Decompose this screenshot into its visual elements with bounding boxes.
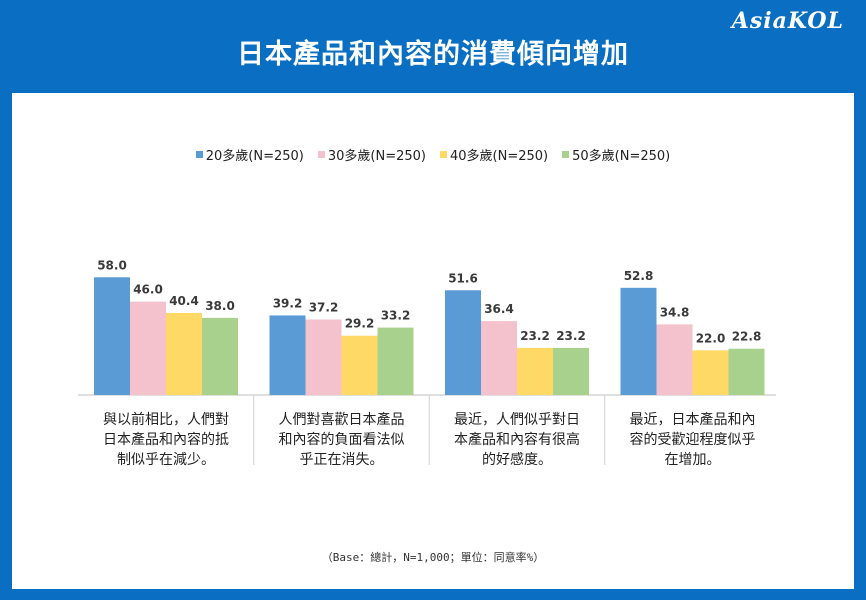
category-label: 和內容的負面看法似 <box>279 431 405 448</box>
bar-1-2 <box>130 301 166 395</box>
category-label: 最近，人們似乎對日 <box>454 412 580 428</box>
bar-2-4 <box>377 327 414 395</box>
data-label: 36.4 <box>484 302 514 316</box>
legend-swatch <box>562 151 570 158</box>
legend-swatch <box>195 151 203 158</box>
legend-label: 20多歲(N=250) <box>205 149 304 164</box>
bar-4-4 <box>728 348 765 395</box>
category-label: 日本產品和內容的抵 <box>103 431 229 448</box>
legend-label: 30多歲(N=250) <box>327 149 426 164</box>
data-label: 52.8 <box>624 269 654 283</box>
legend-item-1: 20多歲(N=250) <box>195 145 304 164</box>
bar-2-3 <box>341 335 378 395</box>
bar-2-1 <box>269 315 306 395</box>
legend-label: 50多歲(N=250) <box>572 149 671 164</box>
legend-item-4: 50多歲(N=250) <box>562 145 670 164</box>
bar-1-4 <box>202 317 238 395</box>
data-label: 39.2 <box>273 296 303 310</box>
legend-item-2: 30多歲(N=250) <box>317 145 426 164</box>
data-label: 40.4 <box>169 294 199 308</box>
data-label: 22.8 <box>732 330 762 344</box>
category-label: 容的受歡迎程度似乎 <box>630 431 756 448</box>
bar-2-2 <box>305 319 342 395</box>
category-label: 人們對喜歡日本產品 <box>279 411 405 428</box>
category-label: 乎正在消失。 <box>300 452 384 468</box>
bar-4-1 <box>620 287 657 395</box>
data-label: 38.0 <box>205 299 235 313</box>
category-label: 在增加。 <box>665 452 721 468</box>
brand-logo: AsiaKOL <box>731 8 844 34</box>
category-label: 本產品和內容有很高 <box>454 431 580 448</box>
footnote: （Base：總計，N=1,000；單位：同意率%） <box>321 551 545 564</box>
data-label: 23.2 <box>520 329 550 343</box>
legend-swatch <box>440 151 447 158</box>
bar-3-3 <box>517 347 553 395</box>
chart-legend: 20多歲(N=250) 30多歲(N=250) 40多歲(N=250) 50多歲(N=… <box>12 145 854 164</box>
data-label: 29.2 <box>345 317 375 331</box>
category-label: 與以前相比，人們對 <box>103 411 229 428</box>
category-label: 制似乎在減少。 <box>117 451 215 468</box>
data-label: 51.6 <box>448 271 478 285</box>
bar-1-3 <box>166 312 202 395</box>
data-label: 46.0 <box>133 283 163 297</box>
data-label: 37.2 <box>309 300 339 314</box>
data-label: 23.2 <box>556 329 586 343</box>
data-label: 22.0 <box>696 331 726 345</box>
bar-3-2 <box>481 321 517 395</box>
bar-chart: 58.0 46.0 40.4 38.0 與以前相比，人們對日本產品和內容的抵制似乎在減少… <box>78 258 776 468</box>
bar-4-2 <box>656 324 693 395</box>
legend-label: 40多歲(N=250) <box>450 149 549 164</box>
legend-swatch <box>317 151 325 158</box>
category-label: 最近，日本產品和內 <box>630 411 756 428</box>
data-label: 34.8 <box>660 305 690 319</box>
bar-3-4 <box>553 347 589 395</box>
chart-panel: 20多歲(N=250) 30多歲(N=250) 40多歲(N=250) 50多歲(N=… <box>12 93 854 589</box>
bar-1-1 <box>94 277 130 395</box>
page-title: 日本產品和內容的消費傾向增加 <box>237 39 629 70</box>
category-label: 的好感度。 <box>482 451 552 468</box>
bar-4-3 <box>692 350 729 395</box>
data-label: 58.0 <box>97 258 127 272</box>
legend-item-3: 40多歲(N=250) <box>440 145 548 164</box>
bar-3-1 <box>445 290 481 395</box>
data-label: 33.2 <box>381 309 411 323</box>
